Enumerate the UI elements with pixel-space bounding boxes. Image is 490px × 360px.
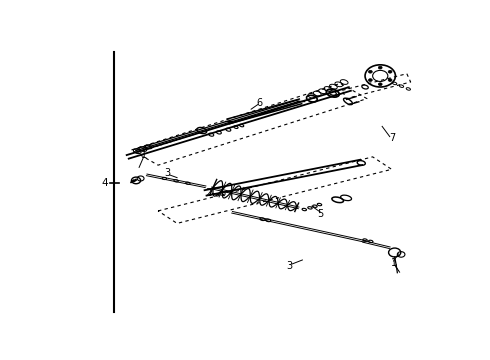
Circle shape: [368, 79, 372, 81]
Circle shape: [378, 83, 382, 86]
Text: 2: 2: [205, 188, 212, 198]
Text: 3: 3: [286, 261, 292, 270]
Circle shape: [378, 66, 382, 69]
Text: 1: 1: [141, 150, 147, 161]
Circle shape: [388, 70, 392, 73]
Text: 6: 6: [256, 98, 263, 108]
Text: 7: 7: [389, 133, 395, 143]
Text: 4: 4: [101, 178, 108, 188]
Text: 1: 1: [391, 258, 396, 268]
Circle shape: [388, 79, 392, 81]
Text: 5: 5: [317, 209, 323, 219]
Circle shape: [368, 70, 372, 73]
Text: 3: 3: [165, 168, 171, 179]
